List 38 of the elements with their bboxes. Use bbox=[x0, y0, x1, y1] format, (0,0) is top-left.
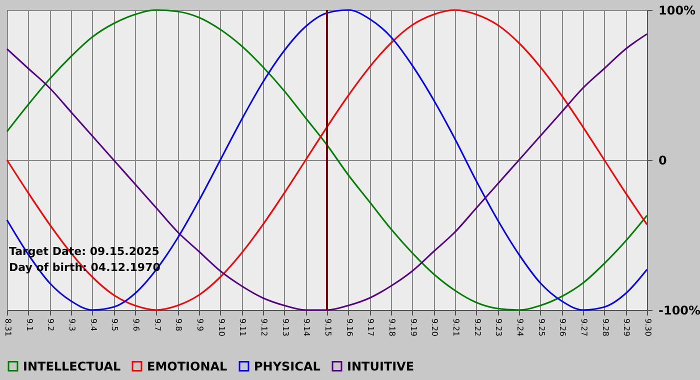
x-tick-label: 9.17 bbox=[366, 318, 376, 336]
x-tick-label: 9.29 bbox=[622, 318, 632, 336]
x-tick-label: 9.10 bbox=[216, 318, 226, 336]
x-tick-label: 9.18 bbox=[388, 318, 396, 336]
x-tick-label: 9.11 bbox=[238, 318, 248, 336]
x-tick-label: 9.16 bbox=[344, 318, 354, 336]
x-tick-label: 9.12 bbox=[260, 318, 268, 336]
legend-label: INTELLECTUAL bbox=[23, 359, 122, 374]
x-tick-label: 9.5 bbox=[110, 318, 120, 332]
x-tick-label: 9.28 bbox=[600, 318, 610, 336]
x-tick-label: 9.27 bbox=[580, 318, 588, 336]
x-tick-label: 9.19 bbox=[408, 318, 418, 336]
x-tick-label: 9.30 bbox=[644, 318, 652, 336]
x-tick-label: 9.13 bbox=[280, 318, 290, 336]
x-tick-label: 9.15 bbox=[324, 318, 332, 336]
x-tick-label: 9.21 bbox=[452, 318, 460, 336]
x-tick-label: 9.1 bbox=[24, 318, 34, 332]
x-tick-label: 9.3 bbox=[68, 318, 76, 332]
x-tick-label: 9.2 bbox=[46, 318, 56, 332]
y-tick-label: -100% bbox=[658, 304, 700, 318]
x-tick-label: 9.9 bbox=[196, 318, 204, 332]
legend-label: INTUITIVE bbox=[347, 359, 414, 374]
y-tick-label: 0 bbox=[658, 154, 667, 168]
x-tick-label: 9.22 bbox=[472, 318, 482, 336]
x-tick-label: 9.23 bbox=[494, 318, 504, 336]
x-tick-label: 9.6 bbox=[132, 318, 140, 332]
x-tick-label: 9.7 bbox=[152, 318, 162, 332]
legend-label: PHYSICAL bbox=[254, 359, 321, 374]
x-tick-label: 9.24 bbox=[516, 318, 524, 336]
y-tick-label: 100% bbox=[658, 4, 696, 18]
x-tick-label: 9.25 bbox=[536, 318, 546, 336]
legend-label: EMOTIONAL bbox=[147, 359, 228, 374]
x-tick-label: 9.14 bbox=[302, 318, 312, 336]
x-tick-label: 9.8 bbox=[174, 318, 184, 332]
x-tick-label: 8.31 bbox=[4, 318, 12, 336]
x-tick-label: 9.20 bbox=[430, 318, 440, 336]
x-tick-label: 9.4 bbox=[88, 318, 98, 332]
x-tick-label: 9.26 bbox=[558, 318, 568, 336]
